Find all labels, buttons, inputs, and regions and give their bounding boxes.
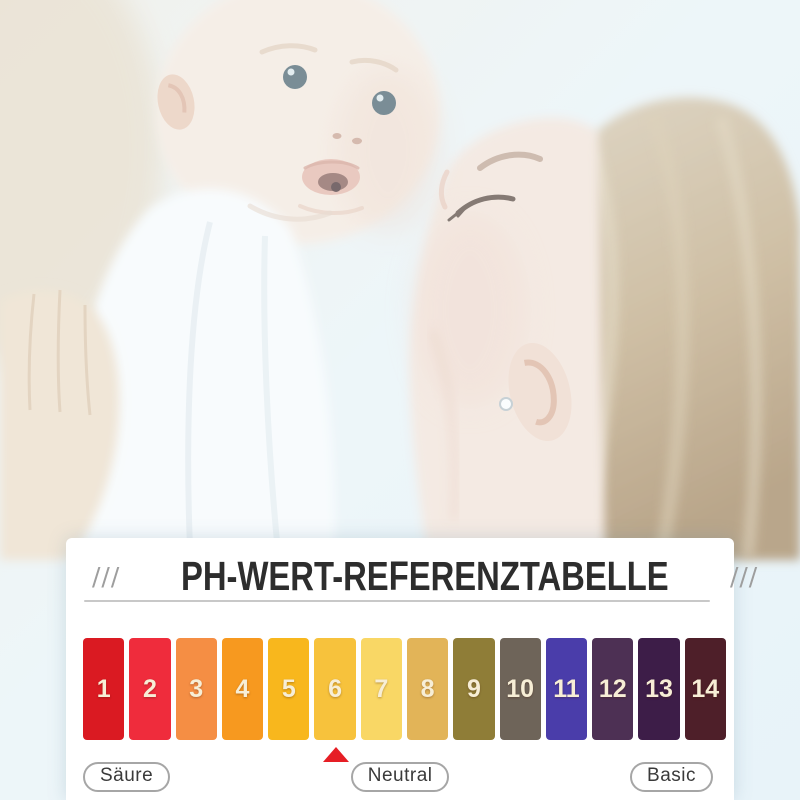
collar-shadow [247, 203, 333, 222]
ph-swatch-number: 12 [598, 674, 627, 703]
ph-swatch-5: 5 [268, 638, 310, 740]
ph-swatch-13: 13 [638, 638, 680, 740]
ph-swatch-number: 11 [553, 674, 580, 703]
baby-mouth [302, 159, 360, 195]
baby-eyebrow-right [349, 57, 399, 73]
ph-swatch-number: 1 [96, 674, 111, 703]
ph-swatch-7: 7 [360, 638, 402, 740]
ph-swatch-11: 11 [545, 638, 588, 740]
title-divider [84, 600, 710, 602]
ph-swatch-number: 8 [420, 674, 435, 703]
ph-scale: 1 2 3 4 5 6 7 8 9 10 11 12 13 14 [83, 638, 726, 768]
zone-label-neutral: Neutral [350, 762, 450, 792]
ph-swatch-12: 12 [592, 638, 634, 740]
hatch-right-icon: /// [729, 562, 759, 591]
mother-jaw-shadow [427, 328, 460, 521]
ph-swatch-1: 1 [83, 638, 125, 740]
ph-swatch-number: 9 [466, 674, 481, 703]
ph-swatch-6: 6 [314, 638, 356, 740]
ph-swatch-10: 10 [499, 638, 541, 740]
hatch-left-icon: /// [92, 562, 121, 591]
ph-swatch-number: 3 [189, 674, 204, 703]
zone-labels: Säure Neutral Basic [83, 762, 713, 792]
ph-swatch-number: 14 [691, 674, 720, 703]
mother-lash-flicks [447, 205, 468, 222]
zone-label-basic: Basic [630, 762, 713, 792]
ph-swatch-number: 5 [281, 674, 296, 703]
zone-label-acid: Säure [83, 762, 171, 792]
ph-swatch-number: 4 [235, 674, 250, 703]
ph-swatch-14: 14 [684, 638, 726, 740]
ph-swatch-4: 4 [221, 638, 264, 740]
ph-swatch-row: 1 2 3 4 5 6 7 8 9 10 11 12 13 14 [83, 638, 726, 740]
baby-eye-left-glint [287, 68, 295, 76]
baby-nostril-left [332, 133, 342, 139]
ph-pointer-triangle-icon [322, 747, 349, 762]
baby-ear [157, 74, 195, 130]
card-header: /// PH-WERT-REFERENZTABELLE /// [66, 553, 757, 600]
baby-nostril-right [352, 137, 362, 145]
mother-eyebrow [477, 151, 543, 171]
ph-swatch-number: 10 [506, 674, 535, 703]
clothing-folds [185, 221, 281, 553]
ph-swatch-number: 2 [142, 674, 157, 703]
ph-swatch-number: 7 [374, 674, 389, 703]
ph-swatch-2: 2 [129, 638, 171, 740]
mother-ear [508, 342, 572, 442]
card-title: PH-WERT-REFERENZTABELLE [181, 553, 669, 599]
baby-eyebrow-left [259, 43, 318, 55]
baby-cheek-shading [336, 68, 440, 232]
ph-swatch-9: 9 [453, 638, 495, 740]
mother-nose-shading [438, 169, 450, 210]
mother [409, 97, 800, 561]
ph-swatch-3: 3 [175, 638, 217, 740]
baby-eye-right-glint [376, 94, 384, 102]
baby [60, 0, 440, 560]
earring [499, 397, 513, 411]
finger-lines [27, 289, 92, 416]
ph-swatch-number: 13 [645, 674, 673, 703]
ph-swatch-8: 8 [406, 638, 449, 740]
mother-hand [0, 289, 120, 560]
ph-swatch-number: 6 [328, 674, 342, 703]
